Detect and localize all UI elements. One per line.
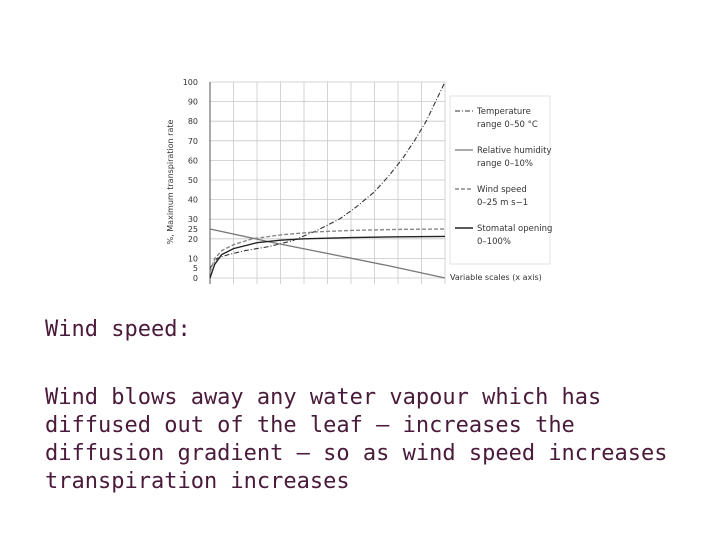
- y-tick-label: 5: [193, 264, 198, 273]
- y-tick-label: 25: [188, 225, 198, 234]
- chart-grid: [209, 81, 446, 284]
- legend-label: 0–25 m s−1: [477, 198, 528, 208]
- series-line-1: [209, 81, 446, 269]
- y-tick-label: 70: [188, 137, 198, 146]
- y-tick-label: 90: [188, 98, 198, 107]
- y-tick-label: 30: [188, 215, 198, 224]
- y-tick-label: 80: [188, 117, 198, 126]
- series-line-4: [209, 235, 446, 279]
- y-tick-label: 50: [188, 176, 198, 185]
- legend-label: range 0–10%: [477, 159, 533, 169]
- chart-legend: Temperature range 0–50 °C Relative humidit…: [449, 95, 552, 265]
- legend-label: Wind speed: [477, 185, 527, 195]
- slide-body-text: Wind blows away any water vapour which h…: [45, 385, 668, 494]
- legend-label: Stomatal opening: [477, 224, 552, 234]
- legend-label: Temperature: [476, 107, 531, 117]
- x-axis-label: Variable scales (x axis): [450, 273, 542, 282]
- series-line-3: [209, 228, 446, 273]
- series-line-2: [209, 228, 446, 279]
- y-tick-label: 20: [188, 235, 198, 244]
- chart-series: [209, 81, 446, 279]
- y-axis-label: %, Maximum transpiration rate: [166, 120, 175, 245]
- slide-heading: Wind speed:: [45, 317, 191, 342]
- y-tick-label: 60: [188, 156, 198, 165]
- y-tick-label: 40: [188, 196, 198, 205]
- legend-label: Relative humidity: [477, 146, 552, 156]
- y-tick-label: 100: [183, 78, 198, 87]
- y-tick-label: 10: [188, 254, 198, 263]
- legend-label: 0–100%: [477, 237, 511, 247]
- y-tick-label: 0: [193, 274, 198, 283]
- legend-box: [449, 95, 551, 265]
- legend-label: range 0–50 °C: [477, 120, 538, 130]
